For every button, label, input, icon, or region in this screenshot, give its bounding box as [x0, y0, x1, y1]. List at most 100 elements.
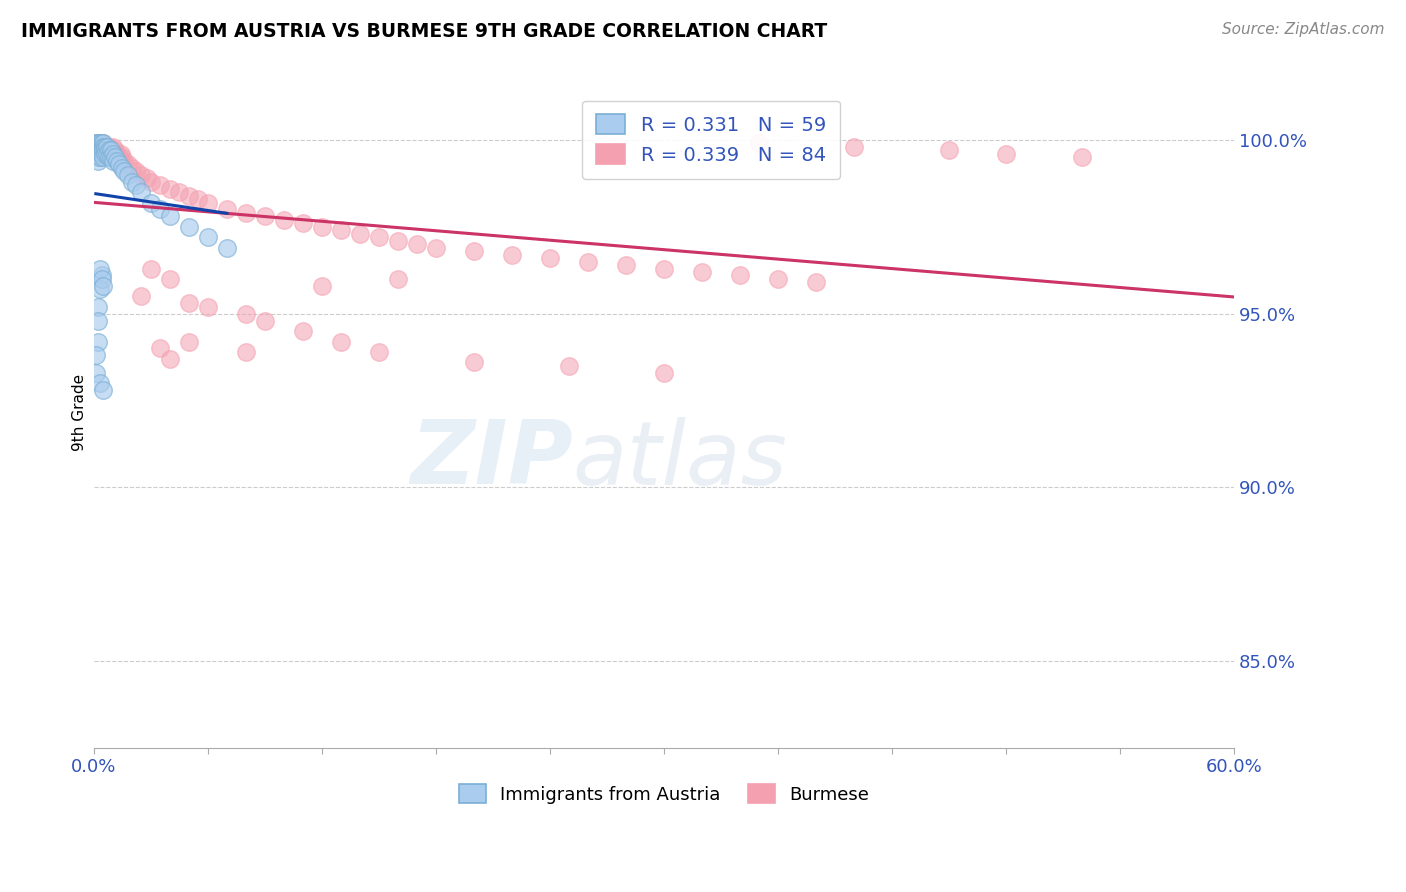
Point: [149, 178, 172, 193]
Point: [159, 351, 181, 366]
Point: [89, 140, 111, 154]
Point: [149, 202, 172, 217]
Point: [235, 345, 257, 359]
Point: [690, 265, 713, 279]
Point: [90, 272, 112, 286]
Point: [89, 136, 111, 151]
Point: [93, 150, 115, 164]
Point: [177, 296, 200, 310]
Point: [406, 237, 429, 252]
Point: [804, 276, 827, 290]
Point: [121, 161, 143, 175]
Point: [101, 153, 124, 168]
Point: [90, 136, 112, 151]
Point: [89, 150, 111, 164]
Point: [766, 272, 789, 286]
Point: [273, 213, 295, 227]
Point: [90, 268, 112, 283]
Point: [90, 136, 112, 151]
Point: [93, 383, 115, 397]
Point: [100, 144, 122, 158]
Point: [96, 140, 118, 154]
Point: [101, 140, 124, 154]
Point: [197, 230, 219, 244]
Point: [93, 140, 115, 154]
Point: [291, 216, 314, 230]
Point: [197, 195, 219, 210]
Point: [131, 168, 153, 182]
Point: [463, 244, 485, 259]
Point: [159, 272, 181, 286]
Point: [215, 241, 238, 255]
Point: [98, 144, 121, 158]
Point: [125, 178, 148, 193]
Point: [652, 366, 675, 380]
Point: [90, 140, 112, 154]
Point: [93, 279, 115, 293]
Point: [117, 157, 139, 171]
Point: [87, 136, 110, 151]
Point: [131, 289, 153, 303]
Point: [89, 261, 111, 276]
Point: [149, 342, 172, 356]
Text: Source: ZipAtlas.com: Source: ZipAtlas.com: [1222, 22, 1385, 37]
Point: [139, 261, 162, 276]
Point: [136, 171, 159, 186]
Point: [89, 147, 111, 161]
Point: [90, 144, 112, 158]
Point: [87, 136, 110, 151]
Point: [253, 313, 276, 327]
Point: [93, 136, 115, 151]
Point: [112, 164, 135, 178]
Point: [84, 366, 107, 380]
Point: [89, 144, 111, 158]
Point: [93, 136, 115, 151]
Point: [169, 185, 191, 199]
Point: [159, 181, 181, 195]
Point: [111, 150, 134, 164]
Point: [187, 192, 209, 206]
Point: [652, 261, 675, 276]
Point: [90, 147, 112, 161]
Legend: Immigrants from Austria, Burmese: Immigrants from Austria, Burmese: [450, 775, 879, 813]
Point: [463, 355, 485, 369]
Point: [121, 175, 143, 189]
Point: [100, 144, 122, 158]
Point: [112, 153, 135, 168]
Point: [87, 313, 110, 327]
Point: [125, 164, 148, 178]
Point: [367, 230, 389, 244]
Point: [349, 227, 371, 241]
Point: [84, 136, 107, 151]
Point: [93, 144, 115, 158]
Point: [387, 234, 409, 248]
Point: [94, 140, 117, 154]
Point: [94, 147, 117, 161]
Point: [96, 144, 118, 158]
Point: [93, 144, 115, 158]
Point: [177, 188, 200, 202]
Point: [104, 150, 127, 164]
Point: [87, 147, 110, 161]
Point: [291, 324, 314, 338]
Point: [329, 334, 352, 349]
Point: [89, 376, 111, 391]
Point: [87, 150, 110, 164]
Text: atlas: atlas: [572, 417, 787, 503]
Point: [139, 195, 162, 210]
Point: [107, 150, 129, 164]
Point: [387, 272, 409, 286]
Point: [89, 140, 111, 154]
Point: [100, 150, 122, 164]
Point: [538, 251, 561, 265]
Point: [253, 210, 276, 224]
Point: [938, 144, 960, 158]
Point: [98, 140, 121, 154]
Point: [101, 147, 124, 161]
Point: [576, 254, 599, 268]
Point: [107, 157, 129, 171]
Point: [105, 147, 128, 161]
Point: [84, 348, 107, 362]
Point: [94, 147, 117, 161]
Point: [87, 334, 110, 349]
